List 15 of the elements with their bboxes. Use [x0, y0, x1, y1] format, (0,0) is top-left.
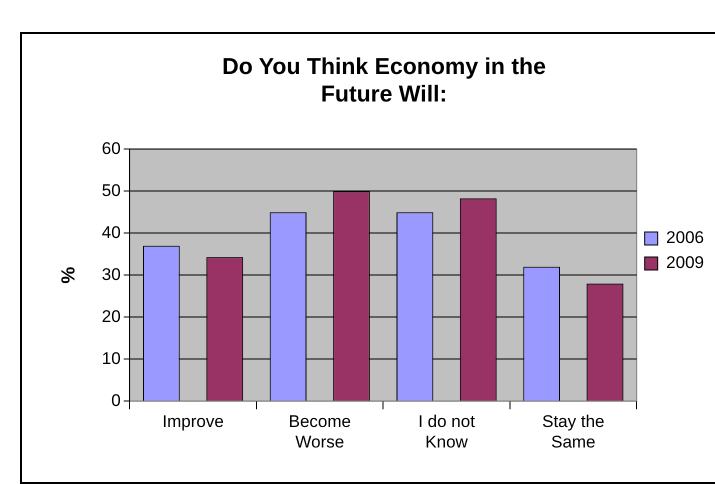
y-tick-label: 40 [102, 222, 121, 242]
legend-label: 2009 [666, 253, 704, 272]
y-tick-label: 30 [102, 264, 121, 284]
y-tick-label: 50 [102, 180, 121, 200]
x-tick-label: I do not Know [418, 412, 476, 452]
legend-label: 2006 [666, 228, 704, 248]
chart-title: Do You Think Economy in the Future Will: [222, 53, 546, 107]
x-tick-label: Improve [162, 412, 224, 432]
y-tick-label: 60 [102, 138, 121, 158]
y-axis-title: % [58, 266, 80, 284]
y-tick-label: 20 [102, 306, 121, 326]
y-tick-label: 0 [111, 390, 121, 410]
x-tick-label: Stay the Same [542, 412, 604, 452]
x-tick-label: Become Worse [288, 412, 352, 452]
y-tick-label: 10 [102, 348, 121, 368]
